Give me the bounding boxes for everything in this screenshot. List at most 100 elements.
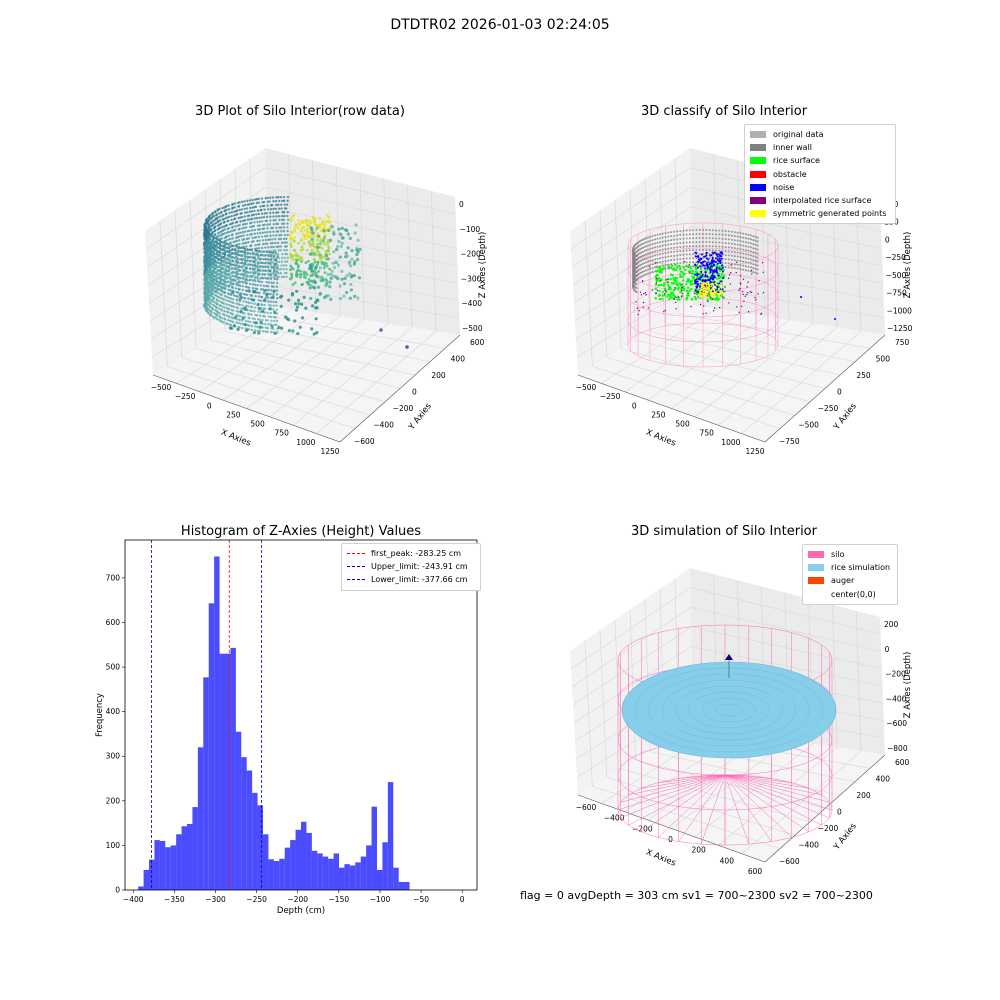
simulation-legend: silo rice simulation auger center(0,0) [802,544,898,605]
classify-legend-label: obstacle [773,169,807,179]
simulation-z-tick: −200 [885,670,906,679]
simulation-z-tick: 200 [884,620,899,629]
histogram-y-tick: 0 [115,886,120,895]
histogram-legend-line [347,566,365,568]
simulation-legend-swatch [808,590,824,598]
histogram-bar [306,832,312,890]
simulation-z-tick: −400 [886,694,907,703]
histogram-legend-line [347,553,365,555]
classify-legend-swatch [750,183,766,191]
raw-point-cloud [202,195,409,349]
histogram-legend-line [347,579,365,581]
raw-z-tick: −500 [462,324,483,333]
classify-legend-label: inner wall [773,143,813,153]
raw-y-tick: 400 [451,355,466,364]
simulation-y-tick: 600 [895,758,910,767]
simulation-x-tick: −400 [604,814,625,823]
classify-pane-left [570,148,693,375]
simulation-ticks: −600 −400 −200 0 200 400 600 600 400 200 0 −200 −400… [576,620,910,876]
raw-z-tick: −100 [460,225,481,234]
histogram-bar [138,886,144,890]
histogram-bar [257,805,264,890]
histogram-bar [387,782,394,890]
histogram-legend-label: Upper_limit: -243.91 cm [371,562,468,572]
histogram-x-tick: −150 [329,895,350,904]
simulation-box-edges [577,754,886,863]
simulation-legend-label: center(0,0) [831,589,876,599]
figure-title: DTDTR02 2026-01-03 02:24:05 [390,17,610,33]
raw-pane-floor [153,305,460,442]
simulation-y-tick: −200 [818,824,839,833]
classify-legend-label: original data [773,130,824,140]
raw-z-tick: −300 [461,274,482,283]
classify-y-tick: −500 [798,421,819,430]
histogram-frame [124,539,478,891]
simulation-z-label: Z Axies (Depth) [903,652,913,719]
classify-plot-title: 3D classify of Silo Interior [640,104,808,119]
classify-legend-swatch [750,170,766,178]
histogram-legend-label: first_peak: -283.25 cm [371,549,462,559]
classify-legend-label: symmetric generated points [773,209,887,219]
histogram-bar [192,807,198,890]
classify-y-tick: 750 [895,338,910,347]
histogram-bar [301,821,307,890]
histogram-x-tick: −200 [287,895,308,904]
simulation-x-tick: 200 [692,846,707,855]
histogram-y-tick: 200 [106,796,121,805]
simulation-legend-item: center(0,0) [808,588,892,601]
histogram-bar [230,647,236,890]
histogram-bar [295,829,301,890]
simulation-x-tick: 400 [720,856,735,865]
simulation-y-tick: 0 [837,808,842,817]
histogram-bar [149,859,155,890]
classify-y-tick: 0 [837,388,842,397]
classify-3d-plot: −500−2500250500750100012507505002500−250… [570,148,913,456]
classify-noise-outlier [800,296,802,298]
classify-legend-swatch [750,157,766,165]
classify-z-tick: −1250 [887,324,913,333]
histogram-bar [328,858,334,890]
histogram-bar [246,770,253,890]
classify-z-tick: −250 [885,253,906,262]
raw-y-tick: −600 [354,437,375,446]
classify-legend-swatch [750,131,766,139]
histogram-legend-item: first_peak: -283.25 cm [347,547,475,560]
raw-y-tick: 600 [470,338,485,347]
classify-pane-floor [578,305,885,442]
simulation-legend-swatch [808,564,824,572]
histogram-y-tick: 500 [106,663,121,672]
histogram-y-tick: 600 [106,618,121,627]
raw-plot-title: 3D Plot of Silo Interior(row data) [195,104,405,119]
histogram-bar [241,757,247,890]
simulation-x-tick: −200 [632,824,653,833]
histogram-bar [382,842,388,890]
simulation-legend-item: auger [808,574,892,587]
histogram-bar [263,834,269,890]
histogram-y-label: Frequency [95,693,105,737]
histogram-bar [322,856,329,890]
classify-y-tick: 500 [876,355,891,364]
classify-legend-item: interpolated rice surface [750,194,890,207]
raw-outlier [379,328,383,332]
raw-z-tick: 0 [459,200,464,209]
raw-x-tick: −250 [175,392,196,401]
simulation-y-tick: −600 [779,857,800,866]
raw-y-tick: 0 [412,388,417,397]
simulation-legend-label: silo [831,550,845,560]
simulation-x-tick: 0 [668,835,673,844]
raw-x-tick: 0 [207,401,212,410]
raw-outlier [405,345,409,349]
simulation-y-tick: 200 [856,791,871,800]
histogram-bar [154,840,160,890]
simulation-3d-plot: −600 −400 −200 0 200 400 600 600 400 200 0 −200 −400… [570,568,913,876]
histogram-bar [349,865,356,890]
simulation-x-label: X Axies [644,848,677,869]
histogram-legend-label: Lower_limit: -377.66 cm [371,575,468,585]
simulation-legend-label: rice simulation [831,563,891,573]
histogram-x-tick: −300 [205,895,226,904]
classify-z-tick: 0 [885,235,890,244]
histogram-bar [273,861,280,890]
classify-z-tick: −500 [886,271,907,280]
histogram-x-label: Depth (cm) [277,906,325,916]
raw-z-label: Z Axies (Depth) [478,232,488,299]
